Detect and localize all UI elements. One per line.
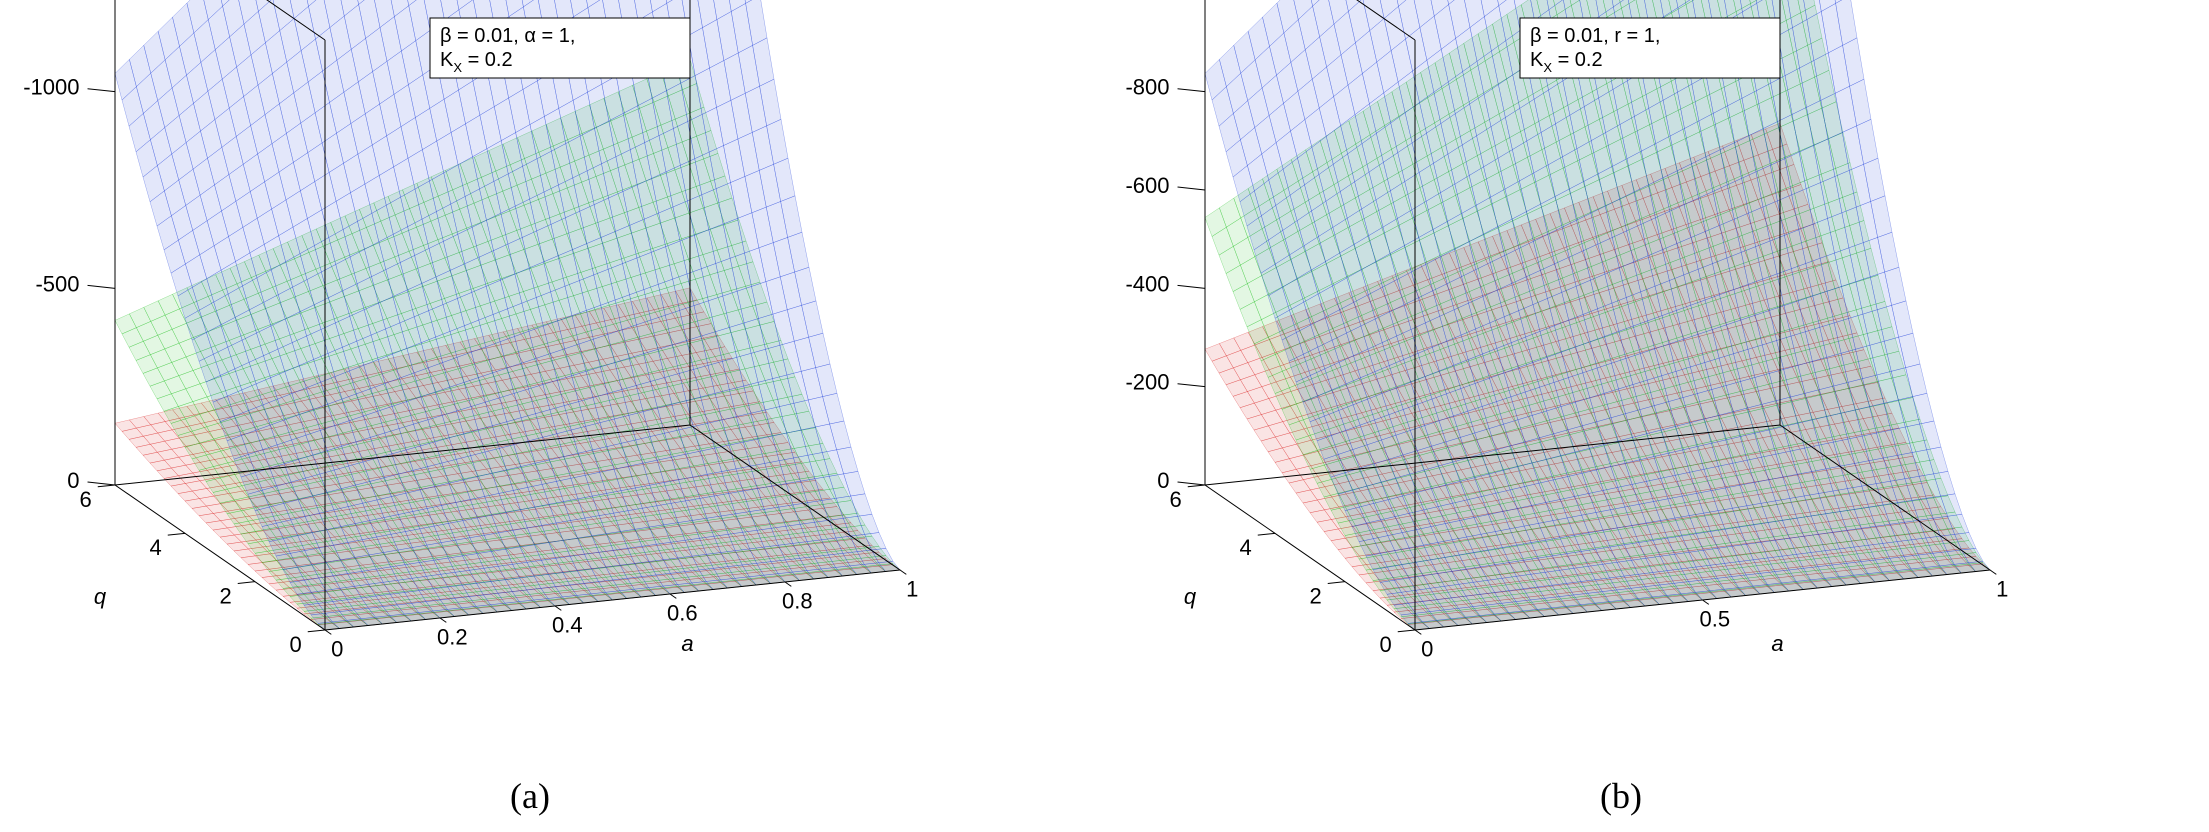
svg-text:0: 0 xyxy=(1157,468,1169,493)
svg-text:0.4: 0.4 xyxy=(552,612,583,637)
plot-a-svg: 00.20.40.60.8102460-500-1000-1500aqBβ = … xyxy=(20,0,1100,760)
svg-text:4: 4 xyxy=(150,535,162,560)
svg-text:1: 1 xyxy=(906,576,918,601)
svg-text:a: a xyxy=(1771,631,1783,656)
svg-text:-800: -800 xyxy=(1125,75,1169,100)
svg-text:-1000: -1000 xyxy=(23,75,79,100)
svg-text:0.5: 0.5 xyxy=(1700,606,1731,631)
svg-text:0: 0 xyxy=(290,632,302,657)
plot-b-svg: 00.5102460-200-400-600-800-1000-1200aqBβ… xyxy=(1110,0,2190,760)
svg-text:0: 0 xyxy=(1421,636,1433,661)
svg-text:2: 2 xyxy=(220,583,232,608)
svg-text:0: 0 xyxy=(67,468,79,493)
svg-text:a: a xyxy=(681,631,693,656)
svg-text:6: 6 xyxy=(80,487,92,512)
svg-text:6: 6 xyxy=(1170,487,1182,512)
svg-text:0.6: 0.6 xyxy=(667,600,698,625)
svg-text:0.2: 0.2 xyxy=(437,624,468,649)
svg-text:β = 0.01, α = 1,: β = 0.01, α = 1, xyxy=(440,25,575,47)
svg-text:-400: -400 xyxy=(1125,271,1169,296)
svg-text:q: q xyxy=(94,584,107,609)
svg-text:-1000: -1000 xyxy=(1113,0,1169,1)
panel-b-caption: (b) xyxy=(1600,775,1642,817)
svg-text:0: 0 xyxy=(331,636,343,661)
panel-b: 00.5102460-200-400-600-800-1000-1200aqBβ… xyxy=(1110,0,2190,760)
svg-text:q: q xyxy=(1184,584,1197,609)
svg-text:1: 1 xyxy=(1996,576,2008,601)
svg-text:-200: -200 xyxy=(1125,370,1169,395)
svg-text:4: 4 xyxy=(1240,535,1252,560)
panel-a-caption: (a) xyxy=(510,775,550,817)
panel-a: 00.20.40.60.8102460-500-1000-1500aqBβ = … xyxy=(20,0,1100,760)
svg-text:β = 0.01, r = 1,: β = 0.01, r = 1, xyxy=(1530,25,1660,47)
svg-text:2: 2 xyxy=(1310,583,1322,608)
svg-text:-600: -600 xyxy=(1125,173,1169,198)
svg-text:0.8: 0.8 xyxy=(782,588,813,613)
svg-text:-500: -500 xyxy=(35,271,79,296)
svg-text:0: 0 xyxy=(1380,632,1392,657)
